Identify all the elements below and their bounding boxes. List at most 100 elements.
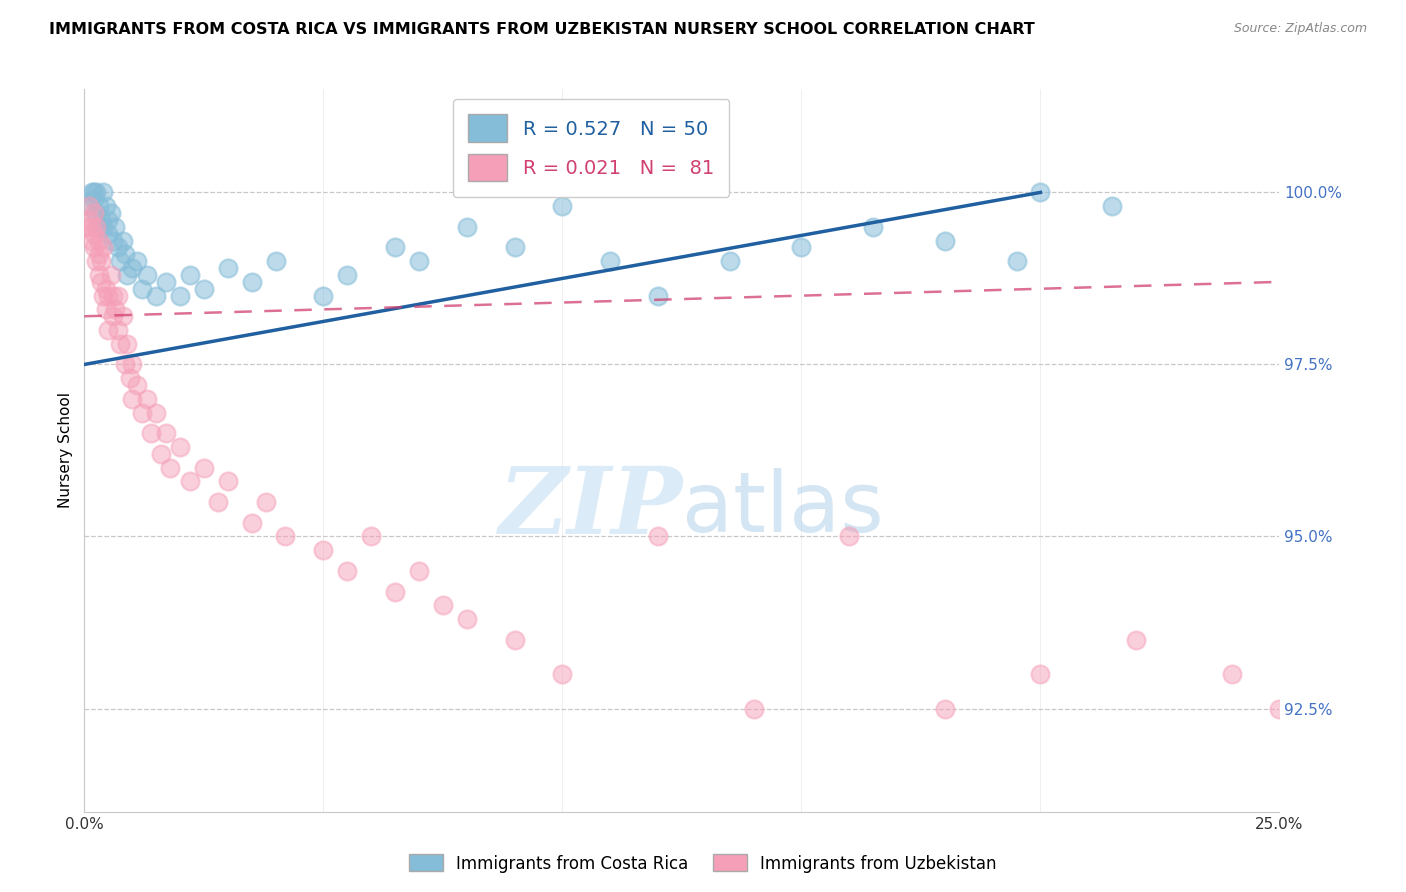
Point [83,186,105,200]
Point [107,288,129,302]
Point [77,199,100,213]
Point [551,667,574,681]
Point [647,529,669,543]
Point [131,282,153,296]
Point [1125,632,1147,647]
Point [76,219,98,234]
Point [503,632,526,647]
Point [647,288,669,302]
Point [94,199,117,213]
Point [145,406,167,420]
Point [107,323,129,337]
Point [77,199,100,213]
Point [934,234,956,248]
Point [107,240,129,254]
Point [169,440,191,454]
Text: atlas: atlas [682,467,883,549]
Point [80,219,103,234]
Point [93,186,115,200]
Point [80,186,103,200]
Point [155,426,177,441]
Point [87,199,110,213]
Point [336,268,359,282]
Point [1029,186,1052,200]
Point [131,406,153,420]
Point [125,254,148,268]
Point [97,323,120,337]
Point [718,254,741,268]
Point [217,261,239,276]
Point [104,219,127,234]
Point [217,475,239,489]
Point [179,268,201,282]
Point [114,358,136,372]
Point [110,254,132,268]
Point [360,529,382,543]
Point [101,310,124,324]
Point [384,584,406,599]
Point [90,213,112,227]
Point [862,219,884,234]
Point [90,275,112,289]
Point [77,213,100,227]
Point [80,234,103,248]
Point [97,213,120,227]
Point [336,564,359,578]
Point [87,268,110,282]
Text: ZIP: ZIP [498,463,682,553]
Point [114,247,136,261]
Point [838,529,860,543]
Point [408,564,430,578]
Point [93,240,115,254]
Point [432,599,454,613]
Point [1220,667,1243,681]
Point [790,240,813,254]
Point [149,447,172,461]
Point [141,426,163,441]
Point [97,227,120,241]
Point [742,701,765,715]
Point [240,516,263,530]
Point [93,219,115,234]
Point [83,227,105,241]
Point [87,247,110,261]
Point [101,288,124,302]
Point [408,254,430,268]
Point [503,240,526,254]
Point [100,268,122,282]
Point [90,254,112,268]
Point [456,612,478,626]
Point [101,234,124,248]
Point [179,475,201,489]
Point [1268,701,1291,715]
Point [264,254,287,268]
Point [1101,199,1123,213]
Point [1005,254,1028,268]
Point [104,302,127,317]
Point [1029,667,1052,681]
Point [121,392,143,406]
Point [551,199,574,213]
Point [155,275,177,289]
Point [117,268,139,282]
Point [100,206,122,220]
Point [312,288,335,302]
Point [934,701,956,715]
Point [117,336,139,351]
Point [312,543,335,558]
Point [86,219,108,234]
Point [121,358,143,372]
Point [83,192,105,206]
Point [118,371,141,385]
Point [145,288,167,302]
Point [125,378,148,392]
Point [97,288,120,302]
Legend: R = 0.527   N = 50, R = 0.021   N =  81: R = 0.527 N = 50, R = 0.021 N = 81 [453,99,730,197]
Point [86,186,108,200]
Point [456,219,478,234]
Point [87,219,110,234]
Point [135,268,157,282]
Point [93,288,115,302]
Point [135,392,157,406]
Point [240,275,263,289]
